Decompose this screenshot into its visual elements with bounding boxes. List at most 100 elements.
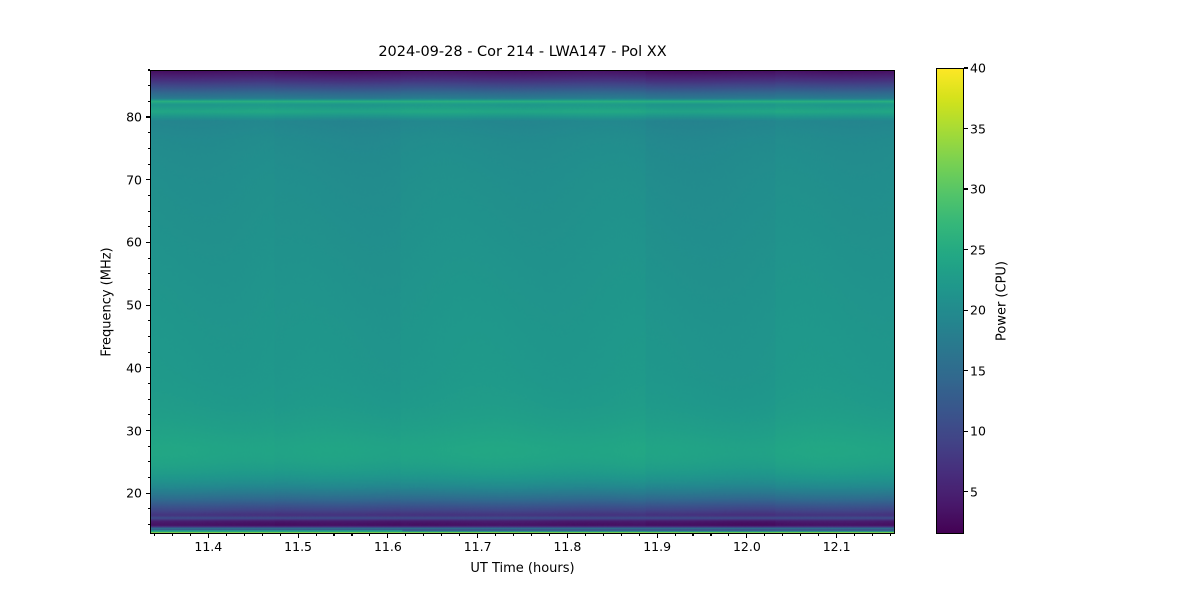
x-axis-label: UT Time (hours): [470, 561, 575, 576]
y-axis-tick-label: 40: [126, 360, 142, 376]
x-axis-minor-tick: [854, 534, 856, 537]
x-axis-minor-tick: [315, 534, 317, 537]
colorbar-tick-label: 35: [970, 121, 986, 137]
x-axis-minor-tick: [872, 534, 874, 537]
page-title: 2024-09-28 - Cor 214 - LWA147 - Pol XX: [378, 44, 667, 60]
y-axis-minor-tick: [147, 85, 150, 87]
x-axis-minor-tick: [405, 534, 407, 537]
colorbar-tick: [964, 127, 968, 130]
y-axis-minor-tick: [147, 445, 150, 447]
colorbar-tick: [964, 249, 968, 251]
x-axis-minor-tick: [369, 534, 371, 537]
x-axis-minor-tick: [153, 534, 156, 537]
x-axis-tick-label: 11.5: [284, 539, 313, 554]
y-axis-tick-label: 60: [126, 234, 142, 250]
y-axis-minor-tick: [147, 163, 150, 165]
y-axis-major-tick: [146, 179, 150, 181]
y-axis-tick-label: 30: [126, 423, 142, 439]
colorbar-tick: [964, 430, 968, 432]
y-axis-minor-tick: [147, 335, 150, 338]
x-axis-tick-label: 12.1: [822, 539, 851, 554]
colorbar-tick-label: 30: [970, 181, 986, 197]
x-axis-minor-tick: [333, 534, 335, 537]
x-axis-minor-tick: [495, 534, 497, 537]
x-axis-major-tick: [387, 534, 389, 538]
x-axis-minor-tick: [800, 534, 802, 537]
y-axis-major-tick: [146, 429, 150, 432]
x-axis-major-tick: [836, 534, 838, 538]
y-axis-minor-tick: [147, 524, 150, 526]
colorbar-tick: [964, 370, 968, 372]
spectrogram-image: [151, 71, 894, 533]
x-axis-major-tick: [297, 534, 299, 538]
y-axis-minor-tick: [147, 69, 150, 71]
spectrogram-axes[interactable]: [150, 70, 895, 534]
x-axis-minor-tick: [548, 534, 550, 537]
y-axis-tick-label: 70: [126, 172, 142, 188]
y-axis-major-tick: [146, 116, 150, 118]
y-axis-minor-tick: [147, 508, 150, 510]
colorbar-tick: [964, 67, 968, 69]
x-axis-tick-label: 11.8: [553, 539, 582, 554]
x-axis-minor-tick: [674, 534, 676, 537]
x-axis-tick-label: 11.7: [463, 539, 492, 554]
colorbar-tick: [964, 188, 968, 190]
colorbar-tick-label: 25: [970, 242, 986, 258]
y-axis-minor-tick: [147, 257, 150, 259]
colorbar-gradient: [937, 69, 963, 533]
y-axis-major-tick: [146, 304, 150, 306]
x-axis-minor-tick: [602, 534, 604, 537]
colorbar-tick-label: 40: [970, 60, 986, 76]
y-axis-minor-tick: [147, 320, 150, 322]
y-axis-tick-label: 50: [126, 297, 142, 313]
x-axis-minor-tick: [189, 534, 191, 537]
spectrogram-raster: [151, 71, 894, 533]
x-axis-minor-tick: [225, 534, 227, 537]
x-axis-minor-tick: [782, 534, 784, 537]
y-axis-minor-tick: [147, 226, 150, 228]
y-axis-label: Frequency (MHz): [99, 247, 115, 357]
x-axis-major-tick: [746, 534, 748, 538]
x-axis-minor-tick: [818, 534, 820, 537]
x-axis-minor-tick: [171, 534, 173, 537]
y-axis-minor-tick: [147, 100, 150, 102]
y-axis-minor-tick: [147, 477, 150, 479]
y-axis-tick-label: 20: [126, 485, 142, 501]
x-axis-minor-tick: [692, 534, 694, 537]
colorbar-tick: [964, 309, 968, 311]
x-axis-minor-tick: [243, 534, 245, 537]
y-axis-minor-tick: [147, 147, 150, 149]
colorbar-tick: [964, 491, 968, 493]
x-axis-minor-tick: [638, 534, 640, 537]
x-axis-tick-label: 11.6: [373, 539, 402, 554]
x-axis-minor-tick: [351, 534, 353, 537]
y-axis-minor-tick: [147, 288, 150, 290]
y-axis-major-tick: [146, 367, 150, 369]
x-axis-major-tick: [566, 534, 568, 538]
y-axis-minor-tick: [147, 351, 150, 353]
y-axis-minor-tick: [147, 273, 150, 275]
x-axis-minor-tick: [512, 534, 515, 537]
x-axis-minor-tick: [584, 534, 586, 537]
y-axis-minor-tick: [147, 398, 150, 400]
colorbar-tick-label: 15: [970, 363, 986, 379]
y-axis-minor-tick: [147, 461, 150, 463]
colorbar[interactable]: [936, 68, 964, 534]
x-axis-minor-tick: [261, 534, 263, 537]
x-axis-tick-label: 11.9: [643, 539, 672, 554]
y-axis-minor-tick: [147, 414, 150, 416]
y-axis-major-tick: [146, 241, 150, 243]
colorbar-tick-label: 10: [970, 423, 986, 439]
colorbar-label: Power (CPU): [994, 260, 1010, 342]
x-axis-minor-tick: [728, 534, 730, 537]
colorbar-tick-label: 5: [970, 484, 978, 500]
x-axis-tick-label: 12.0: [732, 539, 761, 554]
x-axis-major-tick: [207, 534, 209, 538]
x-axis-minor-tick: [530, 534, 533, 537]
x-axis-tick-label: 11.4: [194, 539, 223, 554]
y-axis-minor-tick: [147, 210, 150, 212]
y-axis-major-tick: [146, 492, 150, 494]
y-axis-tick-label: 80: [126, 109, 142, 125]
x-axis-minor-tick: [620, 534, 622, 537]
